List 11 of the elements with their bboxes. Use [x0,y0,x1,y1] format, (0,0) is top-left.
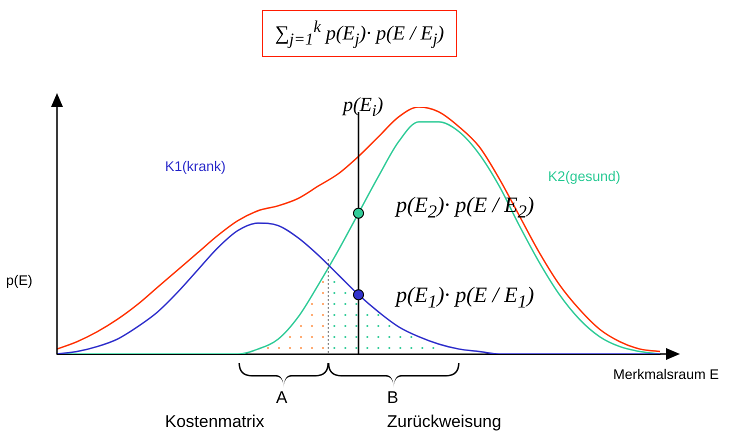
text: Zurückweisung [387,412,502,432]
y-axis-title: p(E) [6,272,32,288]
text: A [276,388,288,408]
text: B [387,388,398,408]
x-axis-title: Merkmalsraum E [612,365,720,384]
annotation: p(E$_{i}$) [343,94,384,121]
text: K2(gesund) [548,168,620,184]
text: ∑$_{j=1}$$^{k}$ p(E$_{j}$)· p(E / E$_{j}$) [262,10,458,57]
annotation: p(E$_{1}$)· p(E / E$_{1}$) [396,282,534,312]
text: K1(krank) [165,158,226,174]
text: Kostenmatrix [165,412,264,432]
